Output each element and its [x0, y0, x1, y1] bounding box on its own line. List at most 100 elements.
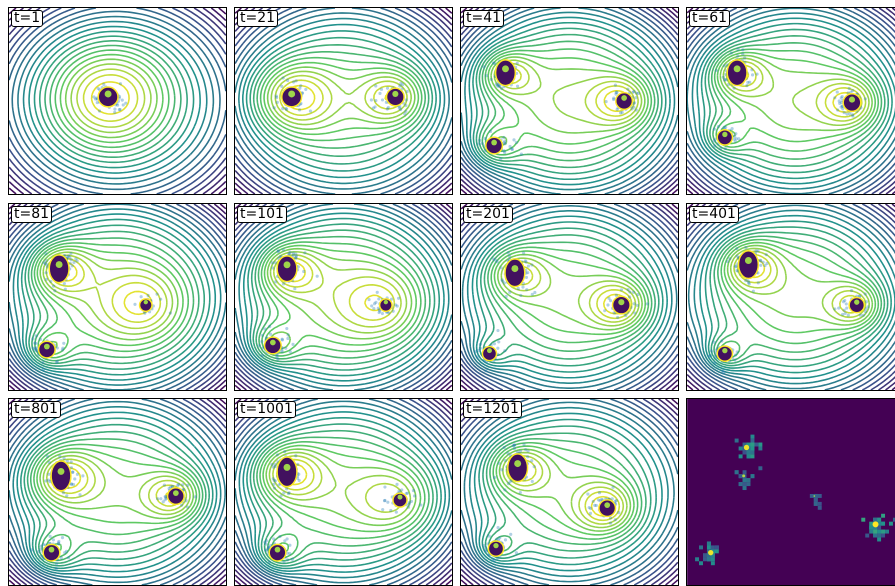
particle-point: [837, 306, 841, 310]
particle-point: [587, 506, 591, 510]
particle-point: [186, 483, 190, 487]
density-core: [378, 298, 393, 313]
contour-line: [256, 436, 430, 562]
particle-point: [57, 542, 61, 546]
particle-point: [33, 341, 37, 345]
density-cell: [710, 557, 715, 562]
particle-point: [850, 113, 855, 117]
density-cell: [881, 529, 886, 534]
particle-point: [275, 353, 279, 357]
particle-point: [55, 359, 59, 363]
particle-point: [55, 346, 59, 350]
particle-point: [273, 479, 277, 483]
particle-point: [716, 125, 721, 129]
contour-line: [45, 254, 168, 330]
particle-point: [60, 348, 64, 352]
contour-line: [263, 61, 420, 136]
particle-point: [260, 340, 264, 344]
particle-point: [620, 110, 624, 115]
contour-line: [249, 423, 438, 567]
particle-point: [722, 64, 726, 68]
contour-line: [39, 451, 195, 520]
particle-point: [522, 443, 526, 447]
particle-point: [502, 135, 506, 140]
particle-point: [63, 287, 67, 291]
contour-line: [710, 42, 883, 160]
contour-line: [473, 412, 663, 572]
contour-line: [49, 44, 176, 154]
particle-point: [514, 551, 518, 555]
particle-point: [38, 337, 43, 341]
particle-point: [851, 89, 855, 93]
particle-point: [302, 269, 306, 274]
particle-point: [117, 108, 121, 112]
particle-point: [747, 281, 751, 285]
density-cell: [734, 470, 739, 475]
contour-line: [245, 30, 437, 172]
particle-point: [285, 537, 289, 541]
contour-line: [472, 21, 667, 181]
particle-point: [492, 475, 497, 480]
density-cell: [742, 478, 747, 483]
particle-point: [514, 140, 518, 145]
particle-point: [270, 261, 275, 265]
contour-line: [11, 10, 221, 191]
particle-point: [377, 297, 381, 301]
particle-point: [502, 281, 506, 285]
contour-line: [696, 17, 895, 185]
contour-line: [238, 207, 450, 387]
particle-point: [116, 103, 120, 107]
particle-point: [278, 534, 282, 539]
density-peak: [743, 444, 750, 451]
particle-point: [405, 89, 409, 94]
density-peak: [511, 265, 519, 273]
particle-point: [515, 84, 520, 88]
particle-point: [755, 72, 759, 76]
particle-point: [614, 499, 618, 503]
particle-point: [634, 96, 638, 100]
particle-point: [765, 261, 769, 266]
density-peak: [55, 261, 63, 269]
particle-point: [603, 309, 607, 313]
particle-point: [502, 149, 506, 153]
particle-point: [515, 61, 519, 65]
particle-point: [404, 492, 408, 496]
contour-line: [713, 231, 886, 365]
contour-line: [700, 22, 893, 180]
time-label: t=201: [463, 206, 513, 223]
contour-line: [17, 15, 215, 185]
particle-point: [297, 478, 301, 483]
particle-point: [272, 106, 276, 110]
density-core: [737, 250, 760, 280]
contour-line: [254, 229, 431, 365]
particle-point: [70, 264, 74, 268]
particle-point: [386, 500, 390, 504]
particle-point: [728, 257, 732, 261]
contour-line: [265, 448, 417, 527]
panel-plot: [235, 8, 452, 194]
particle-point: [499, 157, 503, 161]
density-core: [276, 255, 298, 283]
particle-point: [503, 538, 508, 542]
contour-line: [481, 40, 656, 162]
density-cell: [881, 521, 886, 526]
density-peak: [514, 460, 522, 468]
particle-point: [290, 557, 295, 561]
contour-line: [250, 223, 436, 371]
particle-point: [43, 261, 47, 266]
particle-point: [374, 300, 378, 304]
contour-line: [485, 432, 647, 556]
particle-point: [617, 510, 621, 515]
particle-point: [62, 341, 66, 345]
particle-point: [47, 472, 51, 476]
particle-point: [273, 462, 277, 466]
particle-point: [405, 491, 410, 495]
contour-line: [487, 241, 653, 353]
particle-point: [841, 300, 845, 304]
particle-point: [487, 534, 491, 538]
particle-point: [530, 292, 534, 296]
contour-line: [501, 67, 635, 117]
density-cell: [750, 442, 755, 447]
particle-point: [494, 258, 498, 262]
